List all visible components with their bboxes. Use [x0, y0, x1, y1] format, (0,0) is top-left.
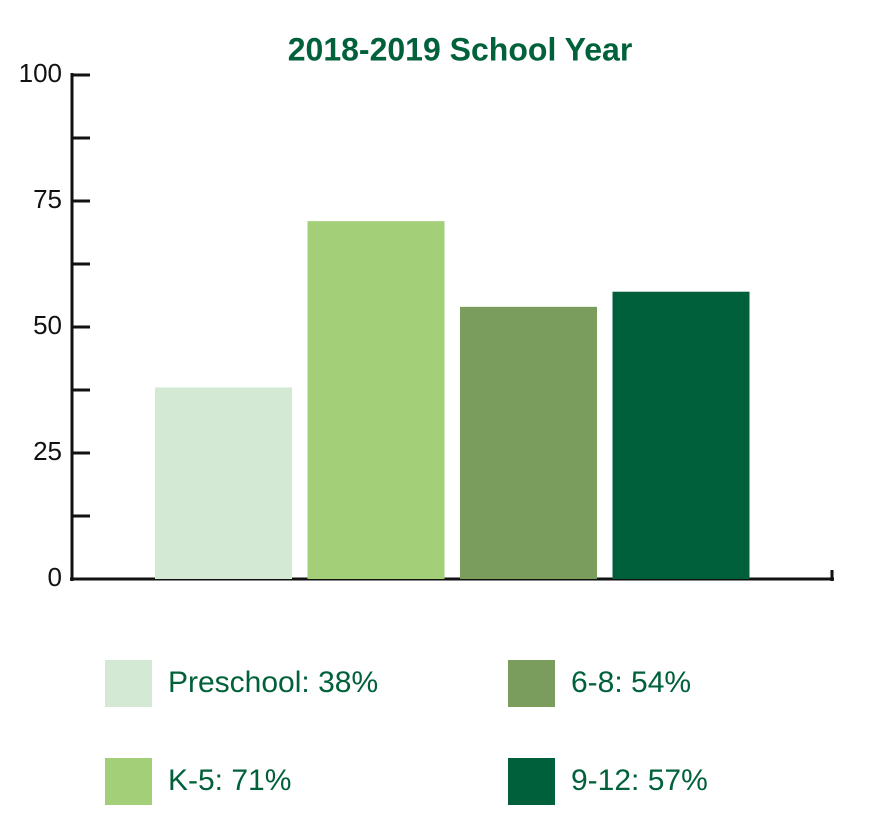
bar — [612, 291, 750, 579]
y-tick-label: 100 — [19, 58, 62, 88]
y-tick-label: 50 — [33, 310, 62, 340]
legend-label: 9-12: 57% — [571, 764, 708, 797]
legend-label: Preschool: 38% — [168, 666, 378, 699]
legend-label: K-5: 71% — [168, 764, 291, 797]
bar — [307, 221, 445, 579]
legend-label: 6-8: 54% — [571, 666, 691, 699]
legend-swatch — [105, 660, 152, 707]
bar — [155, 387, 292, 579]
chart-title: 2018-2019 School Year — [288, 31, 633, 67]
y-tick-label: 25 — [33, 436, 62, 466]
y-tick-label: 0 — [48, 562, 62, 592]
legend-swatch — [508, 758, 555, 805]
bar — [460, 306, 597, 579]
legend-swatch — [105, 758, 152, 805]
legend-swatch — [508, 660, 555, 707]
y-tick-label: 75 — [33, 184, 62, 214]
